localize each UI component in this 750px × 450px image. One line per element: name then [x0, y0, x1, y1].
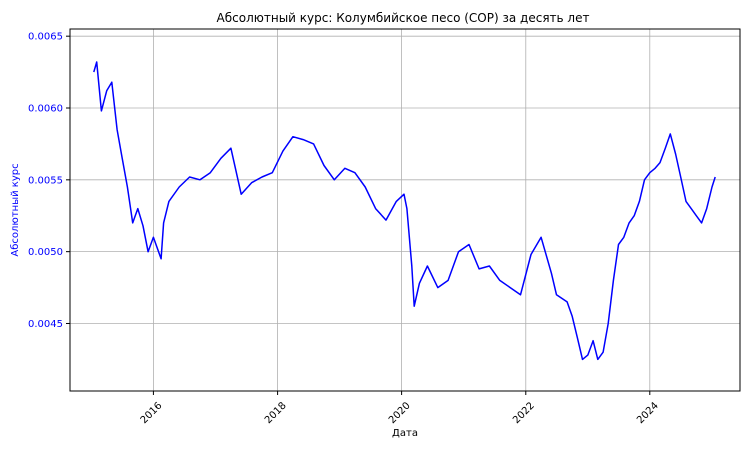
- y-axis: 0.0045 0.0050 0.0055 0.0060 0.0065: [28, 32, 70, 330]
- x-tick-label: 2024: [635, 400, 661, 426]
- y-tick-label: 0.0065: [28, 32, 63, 43]
- y-tick-label: 0.0060: [28, 104, 63, 115]
- chart-title: Абсолютный курс: Колумбийское песо (COP)…: [217, 11, 590, 25]
- y-axis-label: Абсолютный курс: [10, 163, 21, 256]
- series-line: [93, 61, 716, 361]
- x-axis: 2016 2018 2020 2022 2024: [139, 391, 661, 426]
- plot-area: [93, 61, 716, 361]
- y-tick-label: 0.0055: [28, 175, 63, 186]
- y-tick-label: 0.0045: [28, 319, 63, 330]
- x-tick-label: 2022: [511, 400, 537, 426]
- x-axis-label: Дата: [392, 428, 418, 439]
- y-tick-label: 0.0050: [28, 247, 63, 258]
- grid-lines: [70, 29, 740, 391]
- x-tick-label: 2016: [139, 400, 165, 426]
- plot-frame: [69, 28, 741, 392]
- x-tick-label: 2018: [263, 400, 289, 426]
- x-tick-label: 2020: [387, 400, 413, 426]
